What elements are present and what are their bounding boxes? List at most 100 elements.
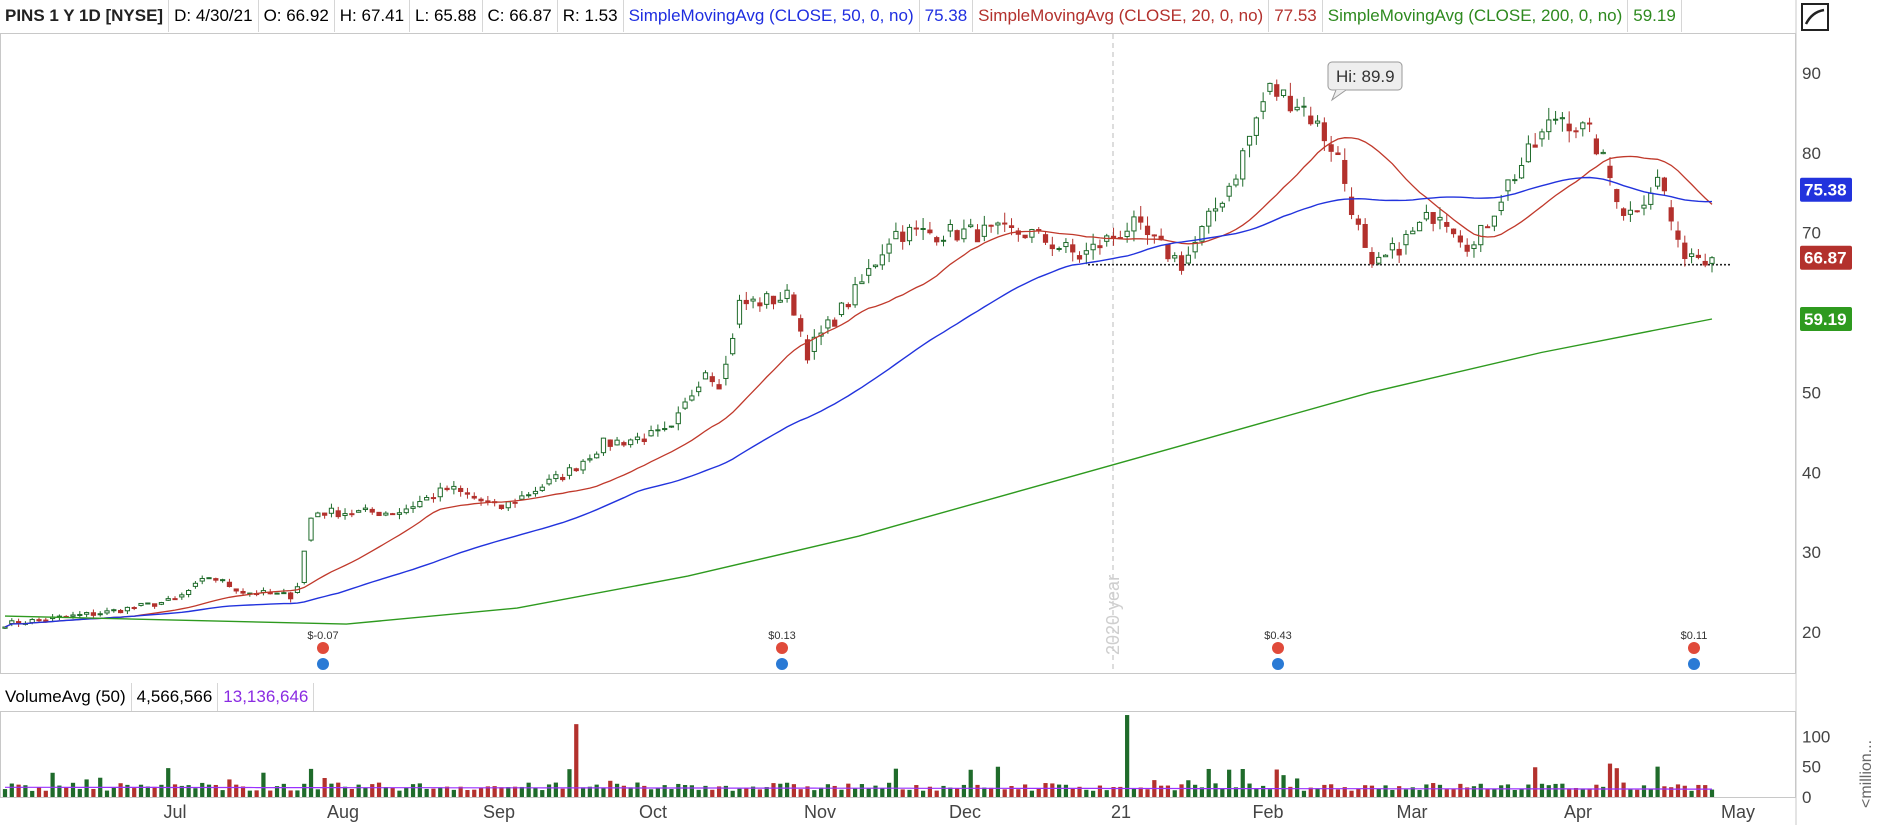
y-tick-label: 20 [1802,623,1821,642]
candle-body [1280,89,1287,97]
volume-bar [512,786,518,797]
volume-bar [9,783,14,797]
x-axis-label: Oct [639,802,667,822]
candle-body [1376,256,1382,264]
candle-body [1362,223,1368,248]
volume-bar [1349,790,1354,797]
candle-body [906,226,913,242]
candle-body [451,485,457,490]
candle-body [1498,201,1504,212]
candle-body [1668,207,1674,222]
volume-bar [1267,789,1273,797]
volume-bar [1329,784,1334,797]
volume-bar [1560,783,1565,797]
volume-bar [23,785,28,797]
volume-bar [206,784,212,797]
earnings-label: $0.11 [1681,630,1708,642]
volume-bar [50,772,55,797]
volume-bar [1009,786,1014,797]
candle-body [1607,165,1613,179]
volume-bar [1376,788,1381,797]
candle-body [1654,176,1661,187]
volume-bar [1512,789,1517,797]
volume-bar [57,785,62,797]
candle-body [981,224,987,237]
candle-body [947,223,953,232]
volume-bar [1696,784,1701,797]
candle-body [471,495,477,499]
candle-body [1308,115,1314,125]
candle-body [1457,235,1463,243]
volume-bar [1301,790,1307,797]
volume-bar [30,790,35,797]
volume-bar [696,789,701,797]
volume-bar [281,783,286,797]
sma20-value: 77.53 [1269,0,1323,32]
candle-body [791,294,797,316]
candle-body [1464,244,1470,252]
volume-bar [955,788,960,797]
volume-bar [716,786,722,797]
volume-bar [84,779,89,797]
volume-bar [166,768,171,797]
volume-bar [1635,789,1640,797]
volume-bar [397,790,402,797]
candle-body [566,467,573,476]
drawing-tool-icon[interactable] [1800,2,1830,32]
candle-body [1648,192,1654,205]
candle-body [764,293,770,305]
candle-body [417,501,423,508]
volume-bar [404,787,409,797]
candle-body [1450,228,1457,235]
volume-bar [1403,789,1409,797]
candle-body [709,376,715,383]
volume-bar [506,787,511,797]
volume-bar [2,789,8,797]
volume-bar [941,785,946,797]
candle-body [682,401,688,409]
volume-bar [900,789,905,797]
candle-body [349,513,355,516]
volume-bar [601,787,606,797]
candle-body [410,506,416,509]
volume-bar [200,782,205,797]
candle-body [1342,159,1348,184]
volume-study-label[interactable]: VolumeAvg (50) [0,683,132,711]
volume-bar [1335,789,1341,797]
volume-bar [1043,783,1048,797]
volume-bar [995,766,1001,797]
candle-body [43,619,49,622]
earnings-label: $-0.07 [307,630,338,642]
candle-body [1532,144,1538,148]
candle-body [1219,202,1225,208]
sma200-label[interactable]: SimpleMovingAvg (CLOSE, 200, 0, no) [1323,0,1629,32]
candle-body [1301,105,1307,108]
volume-bar [1179,784,1184,797]
volume-header: VolumeAvg (50) 4,566,566 13,136,646 [0,683,315,711]
candle-body [478,498,484,502]
volume-bar [1057,784,1062,797]
volume-bar [417,783,422,797]
candle-body [1267,82,1273,92]
x-axis-label: May [1721,802,1755,822]
sma50-label[interactable]: SimpleMovingAvg (CLOSE, 50, 0, no) [624,0,920,32]
candle-body [1321,122,1327,142]
y-tick-label: 80 [1802,144,1821,163]
volume-bar [438,787,443,797]
candle-body [1688,253,1695,257]
candle-body [1314,120,1321,124]
candle-body [1369,251,1375,265]
high-annotation-box [1327,61,1403,91]
earnings-label: $0.13 [768,630,796,642]
symbol-label[interactable]: PINS 1 Y 1D [NYSE] [0,0,170,32]
candle-body [825,319,831,329]
volume-bar [499,787,504,797]
candle-body [1029,229,1035,238]
sma20-label[interactable]: SimpleMovingAvg (CLOSE, 20, 0, no) [973,0,1270,32]
volume-bar [839,789,844,797]
candle-body [662,428,668,431]
volume-bar [805,786,810,797]
volume-bar [1641,785,1647,797]
candle-body [600,437,607,454]
